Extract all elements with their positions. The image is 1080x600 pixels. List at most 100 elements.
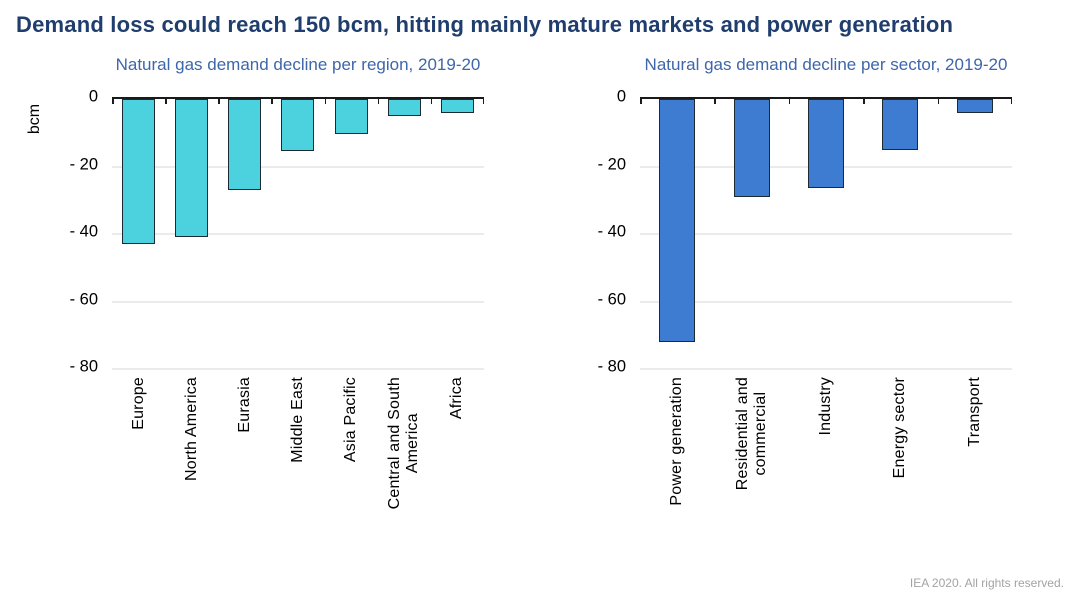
y-tick-label: - 60 [597,290,626,308]
bar [122,99,156,245]
bar-slot [271,99,324,369]
x-category-label-text: Central and South America [386,377,422,510]
axis-tick [788,99,791,104]
axis-tick [430,99,433,104]
x-category-slot: North America [165,377,218,539]
x-category-slot: Africa [431,377,484,539]
gridline [112,165,484,168]
x-category-label: Europe [130,377,148,539]
charts-row: Natural gas demand decline per region, 2… [20,55,1012,555]
bar-slot [325,99,378,369]
region-chart-subtitle: Natural gas demand decline per region, 2… [115,55,481,74]
bar-slot [218,99,271,369]
bar-slot [112,99,165,369]
bar-slot [714,99,788,369]
gridline [112,233,484,235]
x-category-label: Industry [817,377,835,555]
gridline [112,368,484,370]
x-category-label-text: Middle East [289,377,307,463]
bar [659,99,696,342]
bar-slot [938,99,1012,369]
bar-slot [165,99,218,369]
x-category-slot: Europe [112,377,165,539]
bar-slot [640,99,714,369]
bar-slot [431,99,484,369]
bar [882,99,919,150]
axis-tick [324,99,327,104]
bar-slot [863,99,937,369]
axis-tick [165,99,167,104]
y-axis-tick-labels: 0 - 20 - 40 - 60 - 80 [50,88,112,376]
axis-tick [1010,99,1012,104]
x-category-slot: Eurasia [218,377,271,539]
x-category-label-text: Eurasia [235,377,253,433]
x-category-label: Africa [448,377,466,539]
gridline [640,368,1012,370]
y-axis-tick-labels: 0 - 20 - 40 - 60 - 80 [582,88,640,376]
axis-tick [112,99,114,104]
y-tick-label: - 80 [597,357,626,376]
bar [175,99,209,238]
bar [808,99,845,189]
sector-x-axis-labels: Power generation Residential and commerci… [640,377,1012,555]
bar [440,99,474,113]
sector-chart-body: 0 - 20 - 40 - 60 - 80 [582,88,1012,376]
axis-tick [271,99,273,104]
x-category-label-text: Asia Pacific [342,377,360,463]
x-category-slot: Transport [938,377,1012,555]
axis-tick [218,99,220,104]
sector-chart: Natural gas demand decline per sector, 2… [582,55,1012,555]
x-category-label: Transport [966,377,984,555]
x-category-slot: Industry [789,377,863,555]
x-category-label: Eurasia [236,377,254,539]
x-category-label-text: Africa [448,377,466,420]
x-category-label: Power generation [668,377,686,555]
bar [733,99,770,197]
bar-slot [378,99,431,369]
x-category-label-text: Industry [817,377,835,436]
axis-tick [863,99,865,104]
bar [387,99,421,116]
x-category-label: Central and South America [386,377,422,539]
x-category-label-text: Europe [129,377,147,430]
axis-tick [714,99,716,104]
region-x-axis-labels: Europe North America Eurasia Middle East Asi… [112,377,484,539]
x-category-label-text: Transport [965,377,983,447]
x-category-label: Energy sector [891,377,909,555]
bar [228,99,262,191]
y-tick-label: - 40 [69,222,98,241]
x-category-label: North America [183,377,201,539]
y-tick-label: 0 [88,87,98,106]
x-category-label: Middle East [289,377,307,539]
y-tick-label: - 40 [597,222,626,241]
x-category-slot: Residential and commercial [714,377,788,555]
sector-plot-area [640,97,1012,370]
x-category-slot: Energy sector [863,377,937,555]
bar [956,99,993,113]
axis-tick [937,99,940,104]
axis-tick [640,99,642,104]
bars-layer [112,99,484,369]
copyright-note: IEA 2020. All rights reserved. [909,576,1064,590]
gridline [640,300,1012,303]
y-axis-unit-label: bcm [26,103,43,135]
x-category-label: Asia Pacific [342,377,360,539]
x-category-label-text: North America [182,377,200,481]
x-category-label: Residential and commercial [734,377,770,555]
bar [281,99,315,152]
y-tick-label: - 20 [69,155,98,173]
axis-tick [377,99,380,104]
y-tick-label: - 80 [69,357,98,376]
region-chart-body: bcm 0 - 20 - 40 - 60 - 80 [20,88,484,376]
bar-slot [789,99,863,369]
x-category-label-text: Power generation [668,377,686,506]
x-category-slot: Power generation [640,377,714,555]
x-category-label-text: Residential and commercial [733,377,769,491]
x-category-slot: Central and South America [378,377,431,539]
x-category-label-text: Energy sector [891,377,909,479]
gridline [112,300,484,303]
y-tick-label: 0 [616,87,626,106]
x-category-slot: Asia Pacific [325,377,378,539]
region-plot-area [112,97,484,370]
